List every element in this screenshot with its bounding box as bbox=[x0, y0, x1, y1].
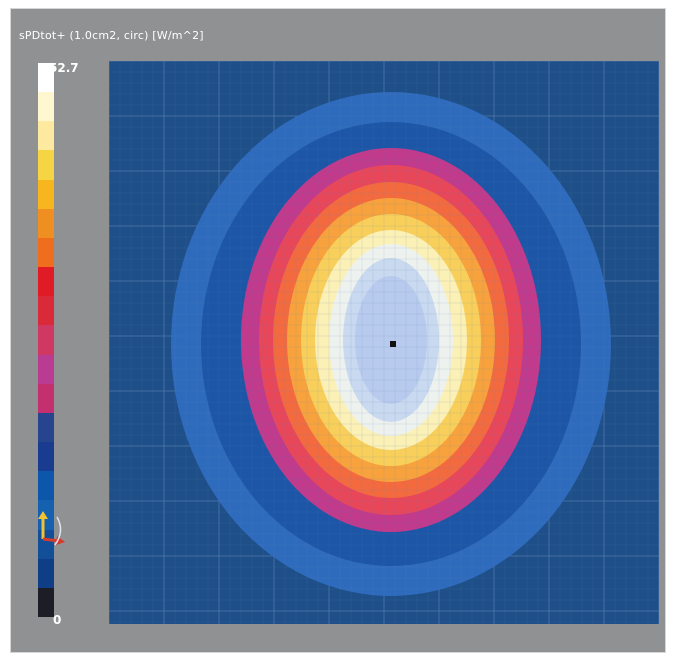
field-contours bbox=[109, 61, 659, 624]
color-scale-swatch bbox=[38, 354, 54, 384]
peak-marker bbox=[390, 341, 396, 347]
plot-fine-grid bbox=[109, 61, 659, 624]
color-scale-swatch bbox=[38, 63, 54, 93]
contour-level bbox=[355, 276, 427, 404]
color-scale-max-label: 52.7 bbox=[49, 61, 79, 75]
color-scale-swatch bbox=[38, 471, 54, 501]
field-viewer: sPDtot+ (1.0cm2, circ) [W/m^2] 52.7 0 bbox=[10, 8, 666, 653]
color-scale-swatch bbox=[38, 179, 54, 209]
color-scale-swatch bbox=[38, 325, 54, 355]
color-scale-swatch bbox=[38, 296, 54, 326]
quantity-title: sPDtot+ (1.0cm2, circ) [W/m^2] bbox=[19, 29, 204, 42]
color-scale-swatch bbox=[38, 237, 54, 268]
color-scale-swatch bbox=[38, 383, 54, 413]
color-scale-min-label: 0 bbox=[53, 613, 62, 627]
color-scale-swatch bbox=[38, 92, 54, 122]
color-scale-swatch bbox=[38, 121, 54, 151]
color-scale-swatch bbox=[38, 267, 54, 297]
field-plot[interactable] bbox=[109, 61, 659, 624]
color-scale-swatch bbox=[38, 208, 54, 238]
color-scale-swatch bbox=[38, 150, 54, 180]
color-scale-swatch bbox=[38, 442, 54, 472]
axes-orientation-icon bbox=[31, 509, 71, 549]
color-scale-bar bbox=[38, 63, 54, 617]
color-scale-swatch bbox=[38, 587, 54, 617]
color-scale-swatch bbox=[38, 558, 54, 588]
color-scale-swatch bbox=[38, 412, 54, 443]
